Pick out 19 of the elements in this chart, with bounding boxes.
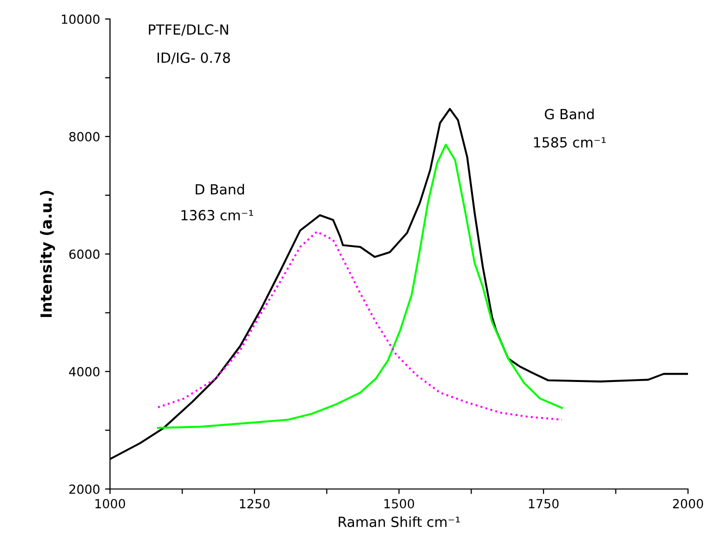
y-tick-label: 2000 xyxy=(69,484,100,494)
annotation: G Band xyxy=(544,108,594,120)
y-axis-title: Intensity (a.u.) xyxy=(40,190,55,317)
y-tick-label: 8000 xyxy=(69,132,100,142)
y-tick-label: 6000 xyxy=(69,249,100,259)
x-axis-title: Raman Shift cm⁻¹ xyxy=(338,516,460,528)
annotation: 1363 cm⁻¹ xyxy=(182,210,254,220)
x-tick-label: 1750 xyxy=(528,498,559,508)
x-tick-label: 2000 xyxy=(673,498,704,508)
line-series xyxy=(157,230,563,421)
x-tick-label: 1500 xyxy=(384,498,414,508)
annotation: ID/IG- 0.78 xyxy=(158,52,230,64)
y-tick-label: 10000 xyxy=(62,14,100,24)
x-tick-label: 1250 xyxy=(240,498,270,508)
x-tick-label: 1000 xyxy=(95,498,126,508)
annotation: 1585 cm⁻¹ xyxy=(534,137,606,148)
annotation: PTFE/DLC-N xyxy=(148,24,228,36)
annotation: D Band xyxy=(196,184,244,195)
y-tick-label: 4000 xyxy=(69,366,100,376)
